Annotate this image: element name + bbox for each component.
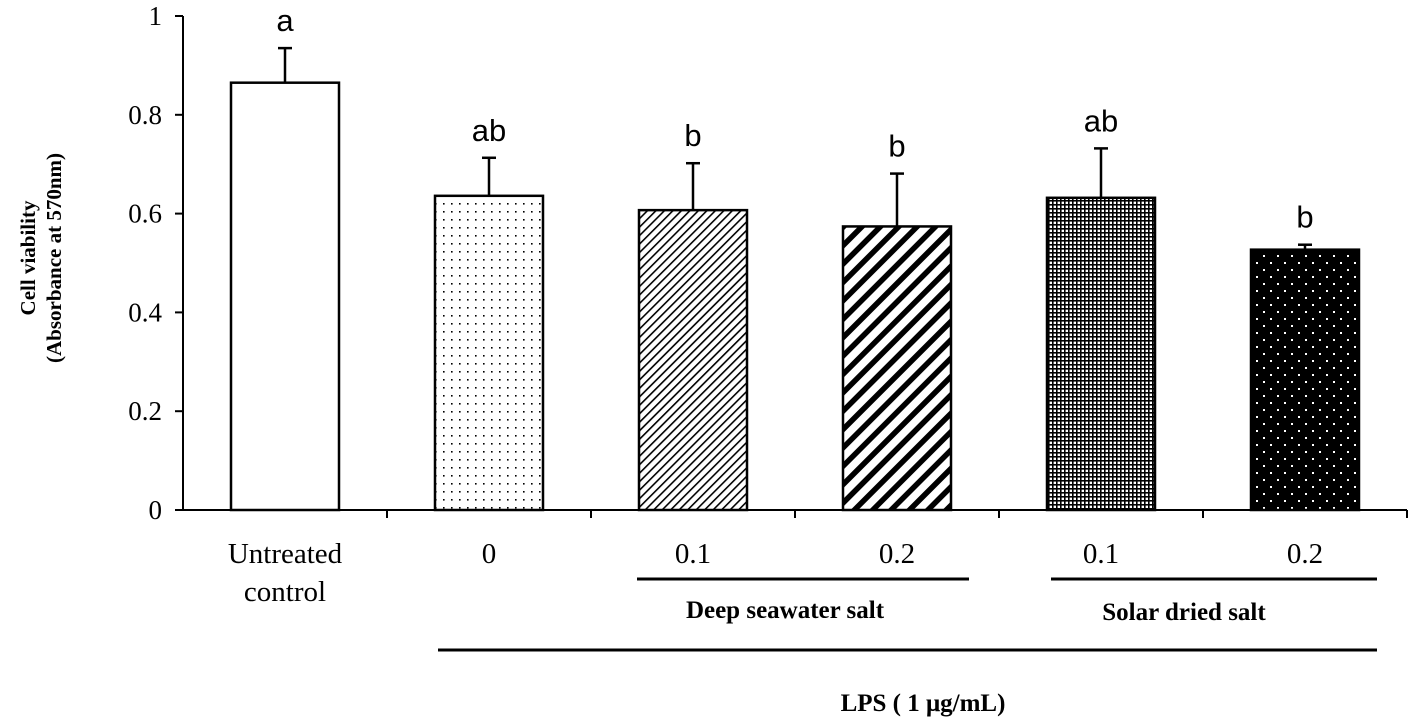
y-axis-label-line-1: Cell viability (16, 200, 40, 315)
y-tick-label: 0 (149, 495, 163, 525)
category-label: 0.2 (1287, 538, 1323, 570)
y-tick-label: 0.4 (128, 297, 162, 327)
error-bars (278, 46, 1312, 250)
category-label: 0 (482, 538, 497, 570)
bar (229, 81, 341, 512)
significance-label: ab (472, 113, 506, 148)
significance-label: b (1296, 200, 1313, 235)
y-tick-label: 0.6 (128, 199, 162, 229)
category-labels: Untreated control 0 0.1 0.2 0.1 0.2 (228, 538, 1323, 608)
y-axis-label-line-2: (Absorbance at 570nm) (42, 153, 66, 363)
bar (637, 208, 749, 512)
bar (1045, 196, 1157, 512)
super-group-lps: LPS ( 1 μg/mL) (438, 648, 1377, 717)
significance-label: ab (1084, 103, 1118, 138)
y-tick-label: 0.2 (128, 396, 162, 426)
category-label: control (244, 576, 326, 608)
significance-label: b (684, 118, 701, 153)
axes (182, 16, 1408, 518)
bar (1249, 248, 1361, 512)
group-label-deep-seawater-salt: Deep seawater salt (686, 597, 885, 624)
significance-label: a (276, 3, 294, 38)
category-label: 0.1 (1083, 538, 1119, 570)
group-deep-seawater-salt: Deep seawater salt (637, 577, 969, 624)
y-axis-label: Cell viability (Absorbance at 570nm) (16, 153, 66, 363)
y-ticks: 0 0.2 0.4 0.6 0.8 1 (128, 1, 183, 525)
bars (229, 81, 1361, 512)
y-tick-label: 0.8 (128, 100, 162, 130)
category-label: 0.1 (675, 538, 711, 570)
group-label-solar-dried-salt: Solar dried salt (1102, 599, 1266, 626)
significance-labels: a ab b b ab b (276, 3, 1313, 235)
y-tick-label: 1 (149, 1, 163, 31)
bar (433, 194, 545, 512)
super-group-label-lps: LPS ( 1 μg/mL) (841, 690, 1006, 717)
category-label: 0.2 (879, 538, 915, 570)
significance-label: b (888, 129, 905, 164)
group-solar-dried-salt: Solar dried salt (1051, 577, 1377, 626)
category-label: Untreated (228, 538, 343, 570)
bar (841, 225, 953, 512)
